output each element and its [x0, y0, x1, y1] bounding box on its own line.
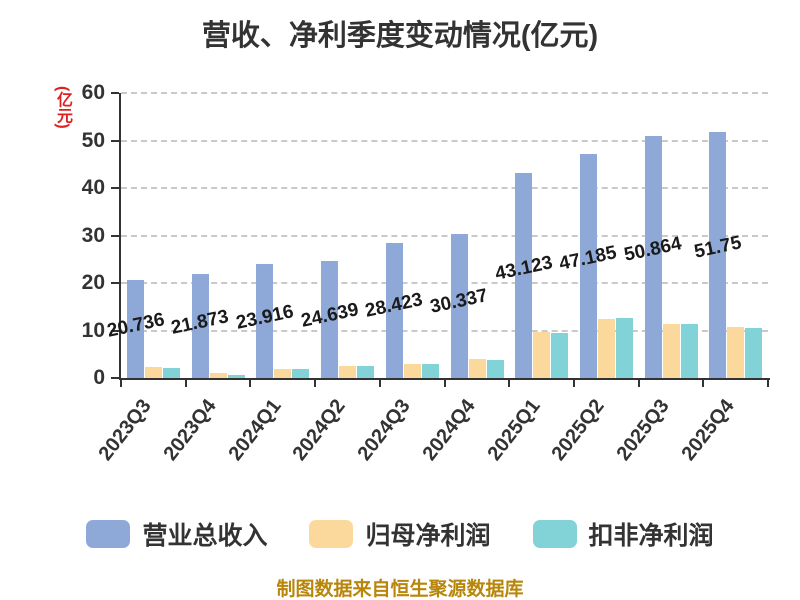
legend-item-net-profit[interactable]: 归母净利润: [309, 516, 491, 552]
legend-label-net-profit: 归母净利润: [365, 522, 491, 550]
x-tick-mark: [120, 380, 122, 387]
revenue-bar: [256, 264, 274, 378]
x-tick-mark: [378, 380, 381, 387]
revenue-bar: [191, 274, 209, 378]
legend-label-deducted-net-profit: 扣非净利润: [588, 522, 714, 550]
y-tick-label: 0: [93, 366, 105, 389]
x-tick-mark: [767, 380, 769, 387]
net-profit-bar: [727, 326, 745, 378]
y-tick-mark: [111, 139, 119, 142]
revenue-bar: [450, 233, 468, 378]
gridline: [121, 329, 768, 332]
revenue-bar: [644, 136, 662, 378]
revenue-bar: [515, 173, 533, 378]
net-profit-bar: [274, 368, 292, 378]
y-axis-line: [119, 93, 121, 380]
deducted-net-profit-bar: [292, 368, 310, 378]
revenue-bar: [579, 153, 597, 378]
revenue-bar: [127, 279, 144, 378]
net-profit-bar: [145, 367, 162, 378]
x-axis-line: [119, 378, 770, 380]
legend: 营业总收入 归母净利润 扣非净利润: [0, 516, 800, 552]
legend-swatch-net-profit: [309, 520, 354, 548]
x-tick-mark: [572, 380, 575, 387]
gridline: [121, 92, 768, 94]
x-tick-mark: [249, 380, 252, 387]
y-tick-mark: [111, 329, 119, 332]
deducted-net-profit-bar: [421, 363, 439, 378]
revenue-bar: [709, 132, 727, 378]
deducted-net-profit-bar: [227, 374, 245, 378]
legend-label-revenue: 营业总收入: [142, 522, 268, 550]
net-profit-bar: [339, 365, 357, 378]
y-tick-label: 20: [81, 271, 105, 294]
y-tick-mark: [111, 377, 119, 379]
x-tick-mark: [702, 380, 705, 387]
gridline: [121, 139, 768, 142]
gridline: [121, 234, 768, 237]
y-tick-mark: [111, 234, 119, 237]
y-tick-mark: [111, 187, 119, 189]
revenue-bar: [321, 260, 339, 378]
y-tick-label: 50: [81, 128, 105, 152]
legend-item-revenue[interactable]: 营业总收入: [86, 516, 267, 552]
net-profit-bar: [597, 319, 615, 378]
deducted-net-profit-bar: [163, 367, 180, 378]
x-tick-mark: [184, 380, 187, 387]
deducted-net-profit-bar: [745, 328, 763, 378]
bar-value-label: 51.75: [692, 232, 744, 263]
deducted-net-profit-bar: [357, 366, 375, 378]
y-tick-mark: [111, 92, 119, 94]
y-axis-unit-label: (亿元): [54, 86, 71, 129]
chart-title: 营收、净利季度变动情况(亿元): [201, 20, 599, 52]
net-profit-bar: [662, 323, 680, 378]
legend-item-deducted-net-profit[interactable]: 扣非净利润: [532, 516, 714, 552]
net-profit-bar: [403, 363, 421, 378]
y-tick-label: 10: [81, 318, 105, 342]
net-profit-bar: [209, 373, 227, 378]
net-profit-bar: [533, 332, 551, 378]
y-tick-label: 30: [81, 223, 105, 247]
x-tick-mark: [508, 380, 511, 387]
legend-swatch-revenue: [86, 520, 131, 548]
deducted-net-profit-bar: [486, 360, 504, 378]
deducted-net-profit-bar: [551, 333, 569, 378]
x-tick-mark: [314, 380, 317, 387]
x-tick-mark: [637, 380, 640, 387]
y-tick-label: 60: [81, 81, 105, 104]
gridline: [121, 282, 768, 284]
deducted-net-profit-bar: [680, 324, 698, 378]
x-tick-mark: [443, 380, 446, 387]
revenue-bar: [385, 242, 403, 378]
y-tick-mark: [111, 282, 119, 284]
y-tick-label: 40: [81, 176, 105, 199]
net-profit-bar: [468, 359, 486, 378]
deducted-net-profit-bar: [615, 318, 633, 378]
footer-credit: 制图数据来自恒生聚源数据库: [276, 579, 524, 600]
legend-swatch-deducted-net-profit: [532, 520, 577, 548]
gridline: [121, 187, 768, 189]
